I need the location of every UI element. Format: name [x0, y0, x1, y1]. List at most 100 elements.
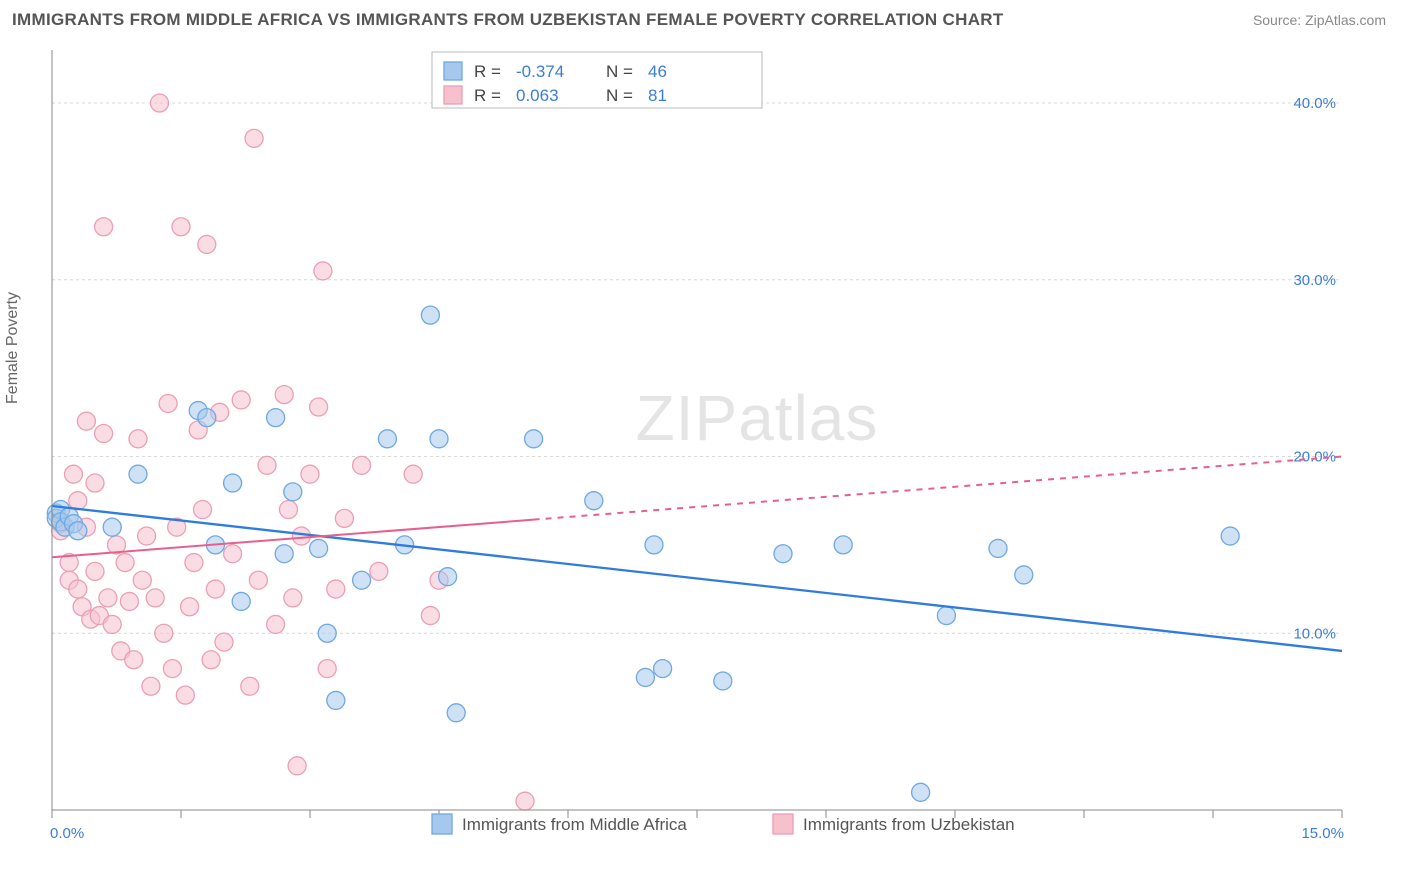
data-point [232, 391, 250, 409]
data-point [120, 592, 138, 610]
data-point [439, 568, 457, 586]
data-point [267, 409, 285, 427]
data-point [86, 474, 104, 492]
stat-text: 81 [648, 86, 667, 105]
stat-text: -0.374 [516, 62, 564, 81]
data-point [95, 425, 113, 443]
data-point [103, 615, 121, 633]
data-point [77, 412, 95, 430]
data-point [116, 554, 134, 572]
data-point [176, 686, 194, 704]
stat-text: N = [606, 62, 633, 81]
legend-swatch [444, 62, 462, 80]
data-point [292, 527, 310, 545]
data-point [353, 571, 371, 589]
data-point [69, 580, 87, 598]
correlation-chart: 10.0%20.0%30.0%40.0%ZIPatlas0.0%15.0%R =… [12, 40, 1362, 850]
stat-text: 46 [648, 62, 667, 81]
data-point [585, 492, 603, 510]
data-point [103, 518, 121, 536]
data-point [318, 660, 336, 678]
data-point [310, 398, 328, 416]
data-point [525, 430, 543, 448]
data-point [215, 633, 233, 651]
data-point [288, 757, 306, 775]
y-tick-label: 20.0% [1293, 449, 1336, 466]
stat-text: N = [606, 86, 633, 105]
data-point [327, 691, 345, 709]
data-point [714, 672, 732, 690]
trend-line [52, 506, 1342, 651]
data-point [172, 218, 190, 236]
data-point [267, 615, 285, 633]
y-tick-label: 40.0% [1293, 95, 1336, 112]
data-point [430, 430, 448, 448]
data-point [310, 539, 328, 557]
data-point [99, 589, 117, 607]
legend-label: Immigrants from Uzbekistan [803, 815, 1015, 834]
data-point [912, 783, 930, 801]
data-point [645, 536, 663, 554]
data-point [129, 465, 147, 483]
data-point [65, 465, 83, 483]
data-point [989, 539, 1007, 557]
data-point [421, 607, 439, 625]
data-point [421, 306, 439, 324]
data-point [232, 592, 250, 610]
data-point [155, 624, 173, 642]
data-point [654, 660, 672, 678]
data-point [86, 562, 104, 580]
stat-text: R = [474, 62, 501, 81]
data-point [353, 456, 371, 474]
legend-swatch [773, 814, 793, 834]
data-point [335, 509, 353, 527]
data-point [133, 571, 151, 589]
data-point [241, 677, 259, 695]
data-point [69, 522, 87, 540]
data-point [404, 465, 422, 483]
trend-line-dashed [534, 457, 1342, 520]
legend-swatch [444, 86, 462, 104]
data-point [69, 492, 87, 510]
page-title: IMMIGRANTS FROM MIDDLE AFRICA VS IMMIGRA… [12, 10, 1004, 30]
data-point [138, 527, 156, 545]
data-point [129, 430, 147, 448]
legend-swatch [432, 814, 452, 834]
data-point [774, 545, 792, 563]
data-point [284, 483, 302, 501]
data-point [125, 651, 143, 669]
data-point [284, 589, 302, 607]
stat-text: 0.063 [516, 86, 559, 105]
data-point [224, 545, 242, 563]
data-point [301, 465, 319, 483]
data-point [163, 660, 181, 678]
data-point [378, 430, 396, 448]
data-point [258, 456, 276, 474]
data-point [318, 624, 336, 642]
data-point [185, 554, 203, 572]
data-point [181, 598, 199, 616]
data-point [516, 792, 534, 810]
data-point [159, 394, 177, 412]
data-point [280, 501, 298, 519]
data-point [245, 129, 263, 147]
data-point [151, 94, 169, 112]
y-tick-label: 30.0% [1293, 272, 1336, 289]
stat-text: R = [474, 86, 501, 105]
data-point [1015, 566, 1033, 584]
data-point [937, 607, 955, 625]
data-point [198, 235, 216, 253]
source-attribution: Source: ZipAtlas.com [1253, 12, 1386, 28]
data-point [275, 545, 293, 563]
data-point [314, 262, 332, 280]
data-point [636, 668, 654, 686]
y-axis-label: Female Poverty [4, 292, 22, 404]
watermark: ZIPatlas [636, 382, 879, 454]
data-point [146, 589, 164, 607]
legend-label: Immigrants from Middle Africa [462, 815, 687, 834]
y-tick-label: 10.0% [1293, 625, 1336, 642]
data-point [370, 562, 388, 580]
data-point [198, 409, 216, 427]
data-point [275, 386, 293, 404]
data-point [447, 704, 465, 722]
